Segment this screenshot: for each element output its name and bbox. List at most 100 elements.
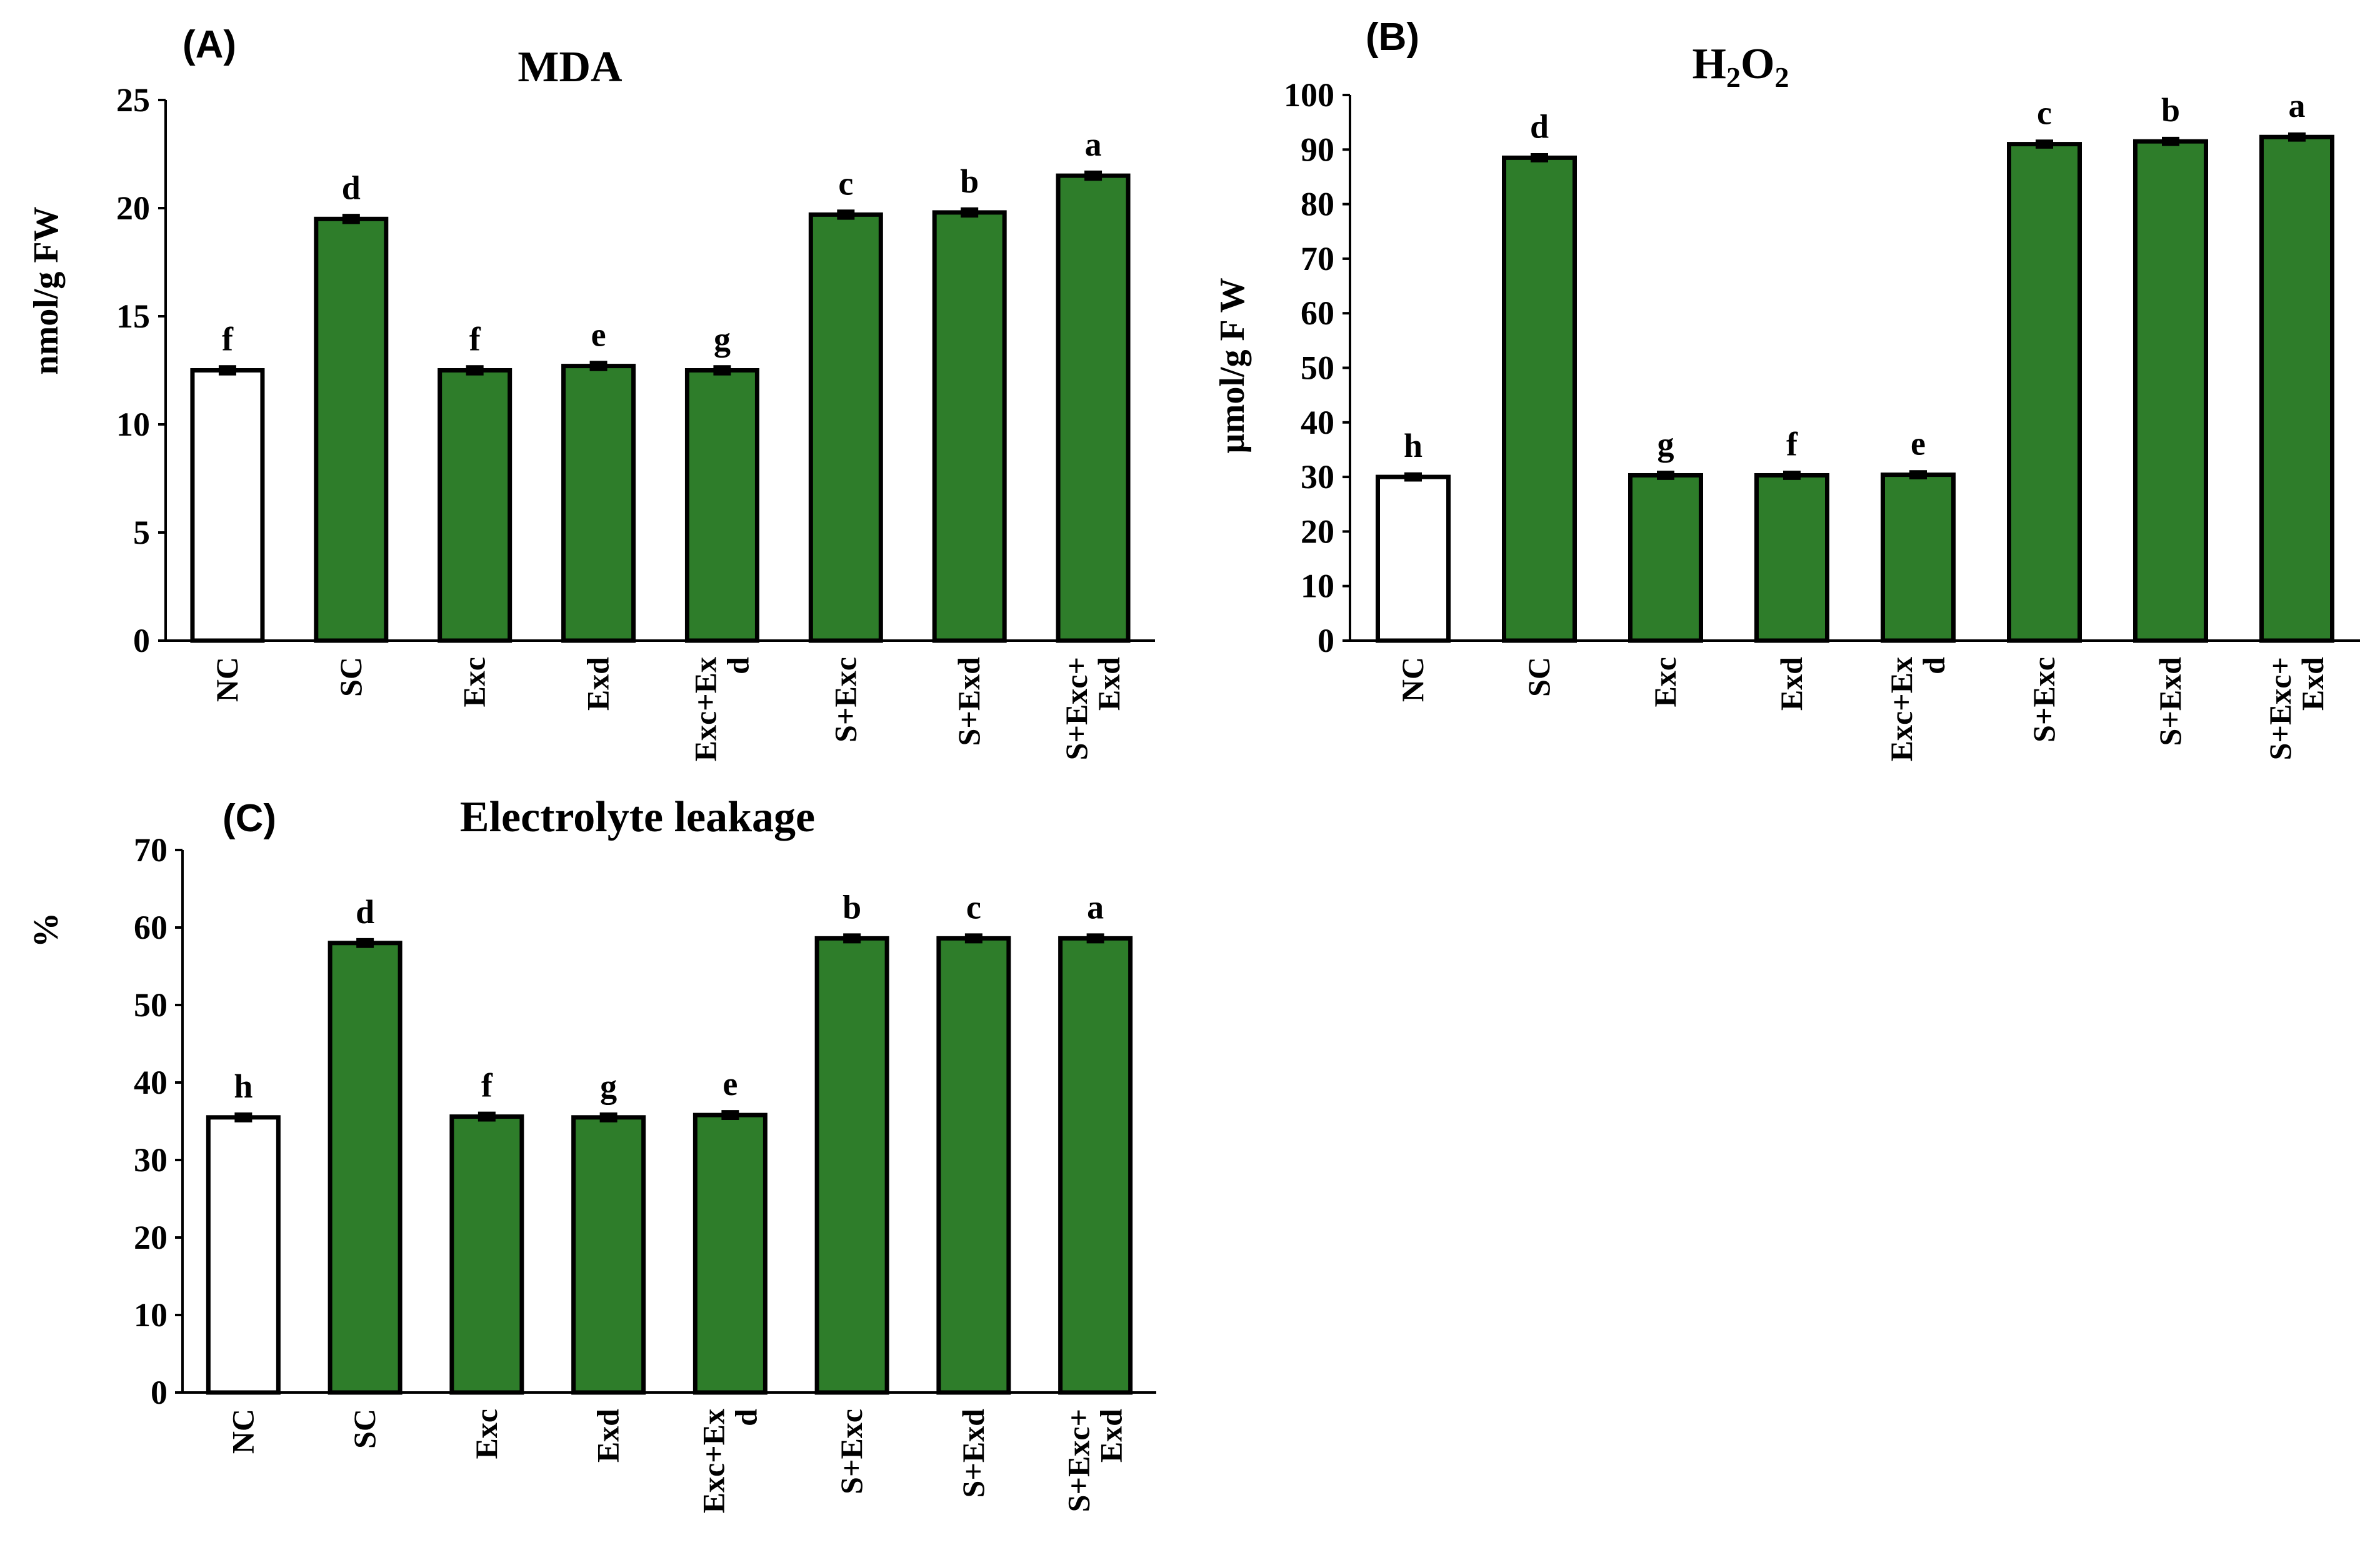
category-label-line: S+Exc (828, 657, 862, 742)
significance-letters-mda: f d f e g c b a (222, 126, 1102, 358)
category-label: NC (1395, 657, 1430, 702)
significance-letter: f (481, 1067, 493, 1104)
panel-h2o2: (B) H2O2 µmol/g F W 01020304050607080901… (1213, 16, 2360, 761)
category-label-line: Exc+Ex (1884, 657, 1919, 761)
significance-letter: g (1658, 425, 1674, 462)
category-label: Exc (1648, 657, 1682, 708)
bars-electrolyte-leakage (206, 936, 1133, 1395)
category-label-line: SC (1521, 657, 1556, 697)
category-label-line: d (728, 1409, 763, 1426)
category-label: Exd (1774, 657, 1809, 711)
y-ticks-h2o2: 0 10 20 30 40 50 60 70 80 90 100 (1284, 76, 1350, 659)
category-label: Exc (469, 1409, 504, 1459)
category-label-line: NC (1395, 657, 1430, 702)
category-label-line: d (720, 657, 755, 674)
significance-letter: h (234, 1068, 252, 1105)
y-tick-label: 90 (1301, 131, 1334, 168)
category-label: S+Exd (951, 657, 986, 746)
title-sub-2a: 2 (1726, 61, 1741, 93)
y-tick-label: 60 (1301, 294, 1334, 332)
bar-s-exc-exd (1058, 936, 1133, 1395)
bar-sc (328, 941, 402, 1395)
category-label-line: d (1916, 657, 1951, 674)
title-h: H (1692, 40, 1726, 88)
significance-letter: d (342, 169, 361, 206)
bar-nc (206, 1115, 281, 1395)
panel-electrolyte-leakage: (C) Electrolyte leakage % 0 10 20 30 40 50 60 7… (27, 793, 1156, 1513)
category-label: SC (333, 657, 368, 697)
category-label: SC (347, 1409, 382, 1449)
panel-label-b: (B) (1366, 16, 1419, 59)
bar-sc (314, 216, 389, 643)
bars-mda (190, 173, 1131, 643)
error-bars-electrolyte-leakage (234, 933, 1104, 1122)
bar-exd (561, 364, 636, 643)
category-label: Exc+Exd (1884, 657, 1951, 762)
category-label-line: NC (225, 1409, 260, 1454)
category-label-line: Exd (2295, 657, 2330, 711)
category-label-line: Exc (1648, 657, 1682, 708)
significance-letter: e (591, 316, 606, 354)
bar-exc (1628, 472, 1703, 643)
significance-letter: g (714, 321, 731, 358)
significance-letter: g (600, 1068, 617, 1105)
category-labels-electrolyte-leakage: NC SC Exc Exd Exc+Exd S+Exc S+Exd S+Exc+Exd (225, 1409, 1128, 1514)
category-label: S+Exc (2026, 657, 2061, 742)
significance-letter: b (2161, 91, 2180, 129)
category-label-line: S+Exc (2026, 657, 2061, 742)
y-tick-label: 70 (134, 831, 168, 869)
bar-nc (190, 368, 265, 643)
bar-exc-ex-d (684, 368, 759, 643)
y-tick-label: 50 (1301, 349, 1334, 387)
category-label-line: Exd (591, 1409, 626, 1462)
category-label: Exc (457, 657, 492, 708)
category-label-line: Exc (469, 1409, 504, 1459)
y-tick-label: 100 (1284, 76, 1334, 114)
error-bars-h2o2 (1404, 132, 2306, 482)
significance-letter: a (1087, 888, 1104, 926)
category-label-line: S+Exd (2152, 657, 2188, 746)
bar-s-exc (808, 212, 883, 643)
category-label-line: NC (209, 657, 244, 702)
panel-mda: (A) MDA nmol/g FW 0 5 10 15 20 25 f d f e g c b a NC… (27, 23, 1155, 761)
bar-exc (438, 368, 512, 643)
category-label: S+Exc+Exd (2262, 657, 2330, 761)
chart-title-mda: MDA (518, 43, 622, 91)
significance-letter: e (1911, 425, 1926, 462)
category-label-line: S+Exc+ (2262, 657, 2298, 760)
category-label-line: S+Exc+ (1059, 657, 1094, 760)
category-label: Exd (581, 657, 616, 711)
significance-letter: b (960, 162, 979, 200)
y-tick-label: 50 (134, 986, 168, 1024)
y-tick-label: 20 (1301, 512, 1334, 550)
y-tick-label: 70 (1301, 240, 1334, 278)
y-ticks-mda: 0 5 10 15 20 25 (116, 81, 166, 659)
category-label: S+Exc (828, 657, 862, 742)
y-tick-label: 0 (1318, 622, 1334, 659)
bar-s-exc-exd (1056, 173, 1131, 643)
title-sub-2b: 2 (1774, 61, 1789, 93)
y-tick-label: 10 (134, 1296, 168, 1334)
bar-exc-ex-d (1881, 472, 1956, 643)
significance-letter: a (1085, 126, 1102, 163)
bar-s-exd (936, 936, 1011, 1395)
y-axis-label-mda: nmol/g FW (27, 206, 66, 374)
significance-letter: f (222, 321, 234, 358)
significance-letter: c (838, 164, 853, 202)
y-tick-label: 10 (116, 406, 150, 443)
y-ticks-electrolyte-leakage: 0 10 20 30 40 50 60 70 (134, 831, 182, 1411)
bar-exc-ex-d (692, 1112, 768, 1395)
category-label-line: SC (347, 1409, 382, 1449)
bar-s-exc (2007, 142, 2082, 643)
panel-label-c: (C) (222, 797, 276, 840)
bar-s-exc-exd (2259, 134, 2334, 643)
significance-letter: d (356, 893, 374, 931)
significance-letter: d (1530, 108, 1549, 145)
category-label: NC (225, 1409, 260, 1454)
y-tick-label: 0 (151, 1374, 168, 1411)
category-label: S+Exd (2152, 657, 2188, 746)
bar-nc (1376, 474, 1451, 643)
category-label-line: Exc+Ex (696, 1409, 731, 1513)
y-axis-label-electrolyte-leakage: % (27, 912, 66, 948)
